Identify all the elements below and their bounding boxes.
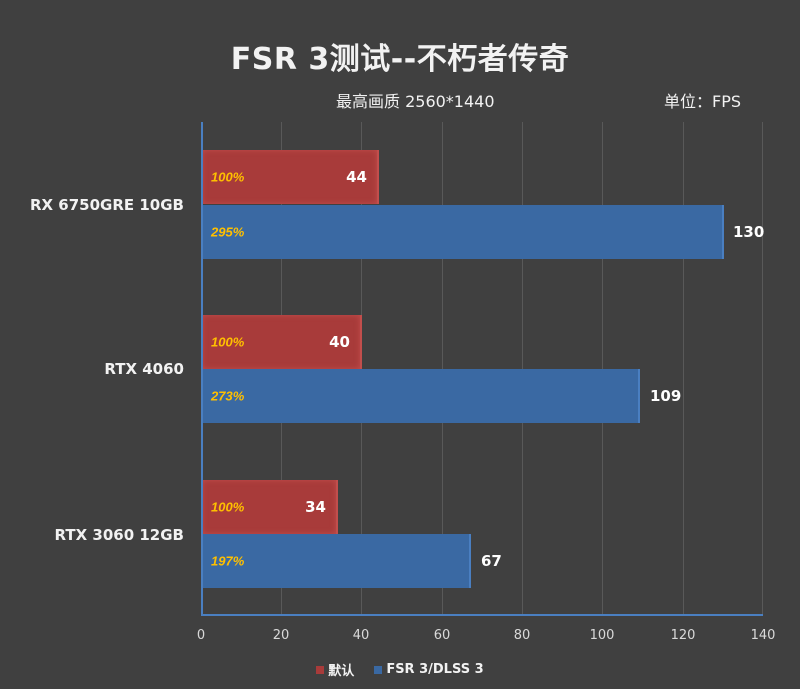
percent-label: 273% [211,388,245,404]
legend: 默认 FSR 3/DLSS 3 [0,660,800,679]
gridline [762,122,763,616]
bar-default-rtx3060: 100% 34 [202,480,338,534]
chart-title: FSR 3测试--不朽者传奇 [230,42,570,77]
x-tick: 0 [196,628,206,643]
bar-fsr-rtx4060: 273% [202,369,640,423]
category-label: RX 6750GRE 10GB [29,196,184,214]
value-label: 130 [733,223,765,241]
bar-fsr-rx6750gre: 295% [202,205,724,259]
percent-label: 197% [211,553,245,569]
x-tick: 80 [513,628,531,643]
bar-default-rtx4060: 100% 40 [202,315,362,369]
x-tick: 20 [272,628,290,643]
legend-item-default: 默认 [316,660,354,679]
bar-default-rx6750gre: 100% 44 [202,150,379,204]
legend-item-fsr: FSR 3/DLSS 3 [374,660,484,679]
value-label: 109 [650,387,682,405]
legend-swatch-red [316,665,325,674]
chart-subtitle: 最高画质 2560*1440 [336,92,495,111]
percent-label: 295% [211,224,245,240]
y-axis [201,122,203,616]
plot-area: 100% 44 295% 130 100% 40 273% 109 100% 3… [201,122,765,616]
bar-fsr-rtx3060: 197% [202,534,471,588]
unit-label: 单位：FPS [664,92,742,111]
x-tick: 120 [670,628,696,643]
percent-label: 100% [211,334,245,350]
gridline [683,122,684,616]
legend-swatch-blue [374,665,383,674]
x-tick: 140 [750,628,776,643]
value-label: 34 [305,498,326,516]
percent-label: 100% [211,499,245,515]
x-tick: 60 [433,628,451,643]
x-tick: 100 [589,628,615,643]
x-axis [201,614,763,616]
value-label: 44 [346,168,367,186]
category-label: RTX 3060 12GB [54,526,185,544]
legend-label: 默认 [328,664,355,679]
legend-label: FSR 3/DLSS 3 [386,662,484,677]
value-label: 67 [481,552,502,570]
category-label: RTX 4060 [104,360,184,378]
x-tick: 40 [352,628,370,643]
percent-label: 100% [211,169,245,185]
value-label: 40 [329,333,350,351]
